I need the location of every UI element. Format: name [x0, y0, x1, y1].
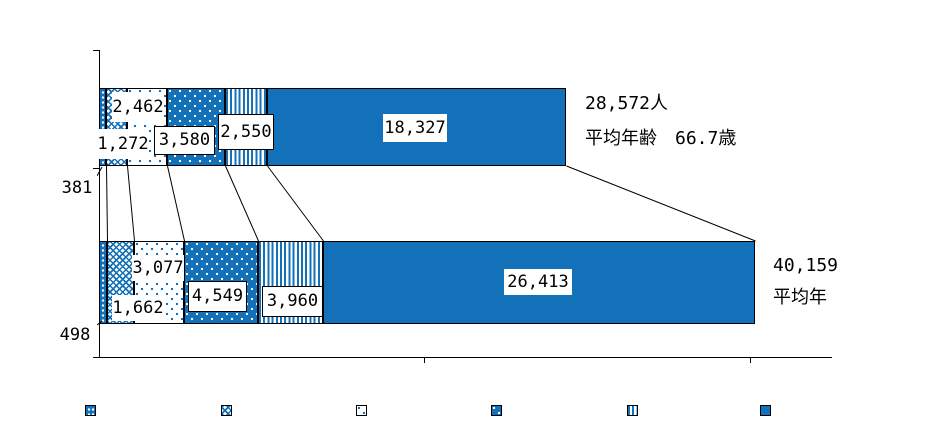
value-axis-tick [424, 357, 425, 363]
value-label: 3,960 [262, 286, 323, 317]
bar-segment-1 [99, 241, 107, 324]
value-label: 1,272 [97, 129, 149, 159]
value-label: 4,549 [188, 281, 247, 312]
total-annotation-top: 28,572人 [585, 93, 669, 114]
legend-swatch-diagonal-crosshatch [221, 405, 232, 416]
legend-swatch-solid [760, 405, 771, 416]
legend-swatch-vertical-stripes [627, 405, 638, 416]
category-axis-tick [93, 357, 99, 358]
value-label: 18,327 [383, 114, 447, 142]
category-axis-line [99, 50, 100, 358]
value-label: 498 [53, 322, 97, 348]
value-axis-line [99, 357, 832, 358]
legend-swatch-dots-on-blue [491, 405, 502, 416]
value-label: 1,662 [112, 295, 164, 321]
category-axis-tick [93, 50, 99, 51]
category-axis-tick [93, 168, 99, 169]
value-axis-tick [750, 357, 751, 363]
value-label: 2,550 [218, 114, 274, 150]
value-label: 2,462 [112, 92, 164, 122]
value-label: 3,077 [132, 255, 184, 281]
value-label: 3,580 [154, 126, 215, 155]
total-annotation-bottom: 40,159 [773, 255, 839, 276]
bar-segment-1 [99, 88, 106, 166]
legend-swatch-dashed-vertical [85, 405, 96, 416]
average-age-annotation-top: 平均年齢 66.7歳 [585, 128, 737, 149]
value-label: 26,413 [504, 269, 572, 295]
legend-swatch-dots-on-white [356, 405, 367, 416]
average-age-annotation-bottom: 平均年 [773, 287, 827, 308]
value-label: 381 [57, 175, 97, 201]
